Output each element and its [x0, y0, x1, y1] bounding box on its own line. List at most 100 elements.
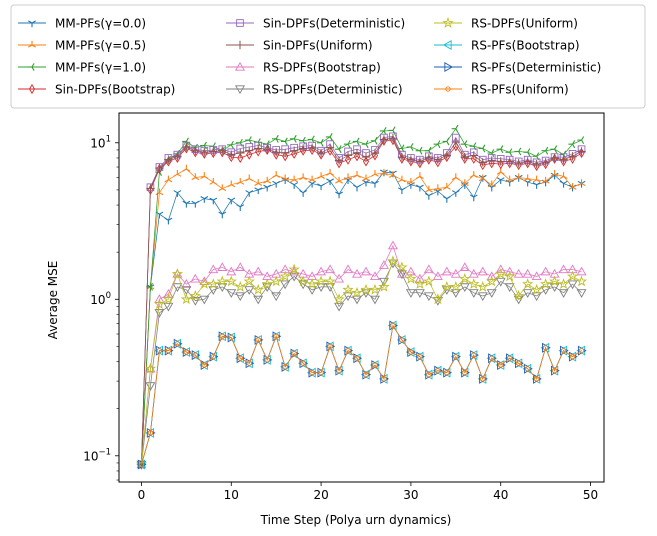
series-line: [141, 168, 582, 465]
data-point: [299, 173, 308, 181]
data-point: [343, 140, 351, 149]
data-point: [539, 278, 552, 289]
data-point: [236, 177, 245, 185]
data-point: [522, 268, 533, 278]
data-point: [181, 286, 192, 295]
data-point: [246, 360, 252, 366]
data-point: [245, 136, 252, 145]
data-point: [226, 289, 237, 298]
data-point: [480, 376, 486, 382]
data-point: [522, 289, 533, 298]
data-point: [291, 350, 297, 357]
legend-label: RS-PFs(Bootstrap): [471, 39, 580, 53]
data-point: [451, 173, 460, 181]
series-line: [141, 171, 582, 465]
data-point: [550, 169, 559, 177]
data-point: [336, 367, 342, 374]
data-point: [405, 289, 416, 298]
data-point: [200, 172, 209, 179]
data-point: [227, 197, 236, 205]
legend-entry: MM-PFs(γ=1.0): [18, 61, 146, 75]
legend-entry: RS-DPFs(Bootstrap): [226, 61, 381, 75]
data-point: [334, 302, 345, 312]
data-point: [550, 145, 558, 154]
data-point: [396, 270, 407, 280]
series-group: [135, 124, 588, 470]
series-line: [141, 324, 582, 465]
legend-entry: RS-PFs(Deterministic): [434, 61, 601, 75]
data-point: [575, 275, 588, 287]
data-point: [228, 334, 234, 341]
legend: MM-PFs(γ=0.0) MM-PFs(γ=0.5) MM-PFs(γ=1.0) S…: [10, 4, 646, 109]
data-point: [290, 182, 299, 189]
data-point: [495, 264, 506, 274]
data-point: [450, 268, 461, 278]
data-point: [423, 292, 434, 302]
data-point: [326, 178, 334, 186]
data-point: [182, 142, 191, 152]
data-point: [530, 283, 543, 295]
data-point: [325, 264, 336, 274]
data-point: [282, 364, 288, 370]
legend-marker: [444, 62, 454, 72]
data-point: [154, 309, 165, 318]
legend-box: [10, 4, 646, 109]
series-9: [136, 320, 586, 470]
legend-entry: Sin-DPFs(Bootstrap): [18, 83, 175, 97]
data-point: [155, 163, 164, 173]
data-point: [540, 286, 551, 295]
data-point: [442, 137, 450, 146]
data-point: [164, 155, 173, 164]
data-point: [576, 289, 587, 298]
data-point: [559, 172, 568, 179]
legend-label: Sin-DPFs(Deterministic): [263, 17, 405, 31]
data-point: [191, 200, 200, 208]
data-point: [551, 367, 558, 374]
data-point: [514, 173, 523, 181]
data-point: [505, 175, 514, 183]
data-point: [253, 266, 264, 276]
data-point: [478, 174, 487, 182]
data-point: [560, 347, 567, 354]
legend-label: Sin-DPFs(Uniform): [263, 39, 373, 53]
data-point: [181, 279, 192, 288]
data-point: [316, 266, 327, 276]
data-point: [218, 146, 227, 155]
data-point: [227, 180, 236, 188]
data-point: [333, 293, 345, 305]
data-point: [198, 278, 210, 289]
legend-marker: [27, 63, 35, 71]
data-point: [172, 268, 183, 278]
data-point: [468, 278, 480, 289]
data-point: [414, 278, 426, 289]
data-point: [361, 266, 371, 276]
data-point: [254, 187, 263, 195]
data-point: [180, 293, 193, 305]
data-point: [289, 134, 297, 143]
data-point: [208, 286, 219, 295]
data-point: [577, 179, 586, 186]
data-point: [405, 272, 417, 284]
data-point: [424, 185, 433, 193]
data-point: [200, 196, 209, 203]
data-point: [568, 152, 577, 161]
data-point: [371, 169, 379, 177]
data-point: [255, 337, 261, 343]
data-point: [514, 159, 523, 168]
data-point: [291, 148, 298, 159]
data-point: [496, 157, 505, 166]
data-point: [378, 280, 390, 292]
data-point: [353, 151, 361, 162]
x-tick-label: 10: [224, 488, 239, 502]
data-point: [182, 164, 191, 172]
data-point: [417, 353, 423, 360]
series-0: [137, 169, 586, 469]
data-point: [433, 184, 442, 192]
data-point: [504, 266, 515, 276]
data-point: [235, 262, 246, 271]
data-point: [255, 146, 262, 157]
data-point: [299, 190, 308, 197]
data-point: [327, 145, 334, 156]
data-point: [388, 126, 396, 135]
data-point: [414, 289, 425, 298]
